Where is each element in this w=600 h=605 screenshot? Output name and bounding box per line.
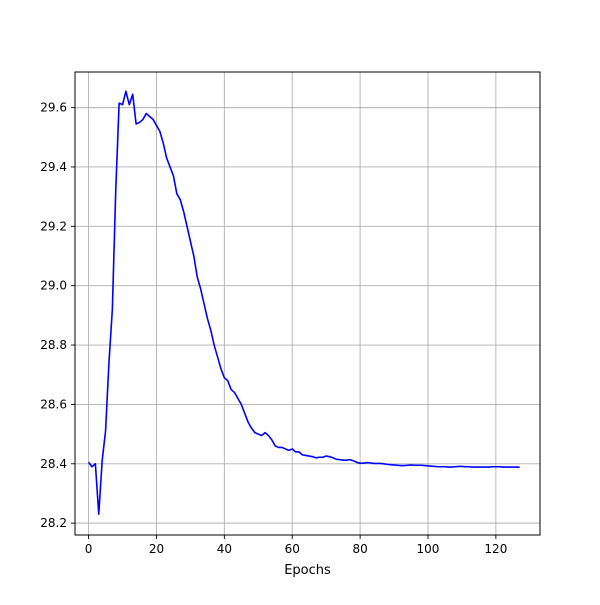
x-axis: 0 20 40 60 80 100 120	[85, 535, 507, 556]
series-line	[87, 90, 520, 516]
y-axis: 28.2 28.4 28.6 28.8 29.0 29.2 29.4 29.6	[40, 101, 75, 530]
x-tick-label: 40	[217, 542, 232, 556]
y-tick-label: 28.2	[40, 516, 67, 530]
y-tick-label: 29.6	[40, 101, 67, 115]
x-tick-label: 60	[285, 542, 300, 556]
y-tick-label: 29.4	[40, 160, 67, 174]
y-tick-label: 28.4	[40, 457, 67, 471]
y-tick-label: 29.0	[40, 279, 67, 293]
x-axis-label: Epochs	[284, 563, 331, 578]
y-tick-label: 28.6	[40, 397, 67, 411]
plot-area-frame	[74, 71, 541, 536]
series-layer	[87, 90, 520, 516]
x-tick-label: 100	[417, 542, 440, 556]
grid-lines	[75, 72, 540, 535]
x-tick-label: 0	[85, 542, 93, 556]
x-tick-label: 120	[484, 542, 507, 556]
x-tick-label: 80	[352, 542, 367, 556]
x-tick-label: 20	[149, 542, 164, 556]
y-tick-label: 29.2	[40, 219, 67, 233]
y-tick-label: 28.8	[40, 338, 67, 352]
